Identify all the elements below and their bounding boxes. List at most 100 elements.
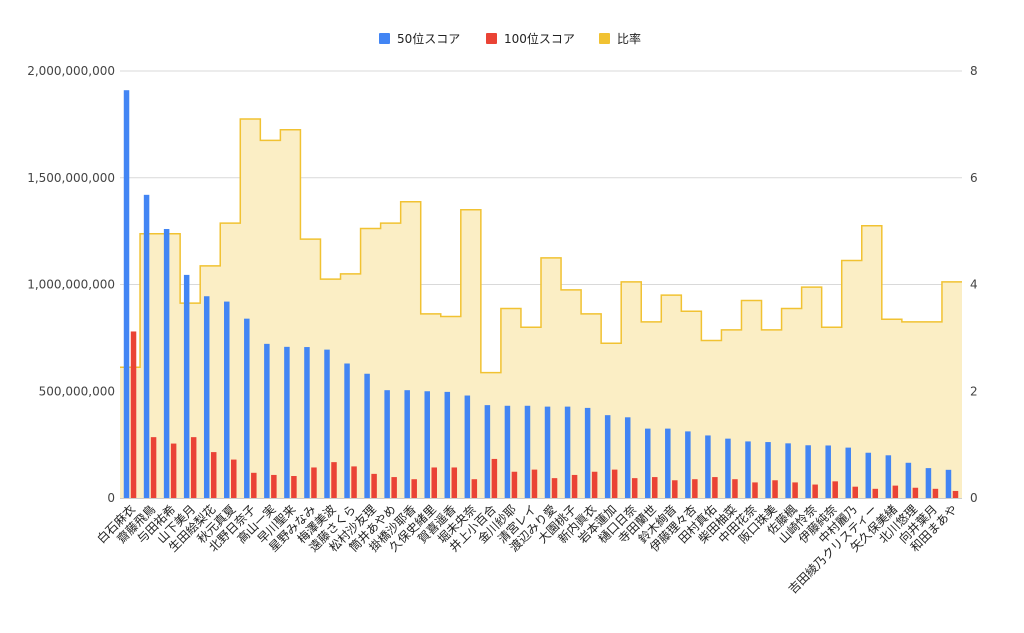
bar-50	[805, 445, 811, 498]
bar-100	[471, 479, 478, 498]
x-axis-labels: 白石麻衣齋藤飛鳥与田祐希山下美月生田絵梨花秋元真夏北野日奈子高山一実早川聖来星野…	[94, 502, 961, 597]
y-axis-right: 0 2 4 6 8	[970, 64, 978, 505]
bars	[123, 90, 959, 499]
bar-100	[170, 443, 177, 498]
bar-100	[872, 488, 879, 498]
y-left-tick: 1,500,000,000	[27, 171, 115, 185]
bar-100	[511, 471, 518, 498]
bar-50	[765, 442, 771, 498]
y-axis-left: 0 500,000,000 1,000,000,000 1,500,000,000 2,…	[27, 64, 115, 505]
y-right-tick: 8	[970, 64, 978, 78]
bar-100	[892, 485, 899, 498]
bar-50	[183, 274, 190, 498]
bar-100	[591, 471, 598, 498]
bar-50	[544, 406, 551, 498]
bar-50	[244, 318, 250, 498]
y-left-tick: 500,000,000	[39, 384, 115, 398]
bar-100	[732, 479, 738, 498]
bar-100	[210, 452, 217, 498]
bar-100	[631, 478, 638, 498]
bar-100	[752, 482, 758, 498]
legend-label-ratio: 比率	[617, 31, 641, 46]
bar-50	[745, 441, 751, 498]
bar-100	[491, 458, 498, 498]
legend-label-50: 50位スコア	[397, 31, 460, 46]
bar-50	[905, 462, 912, 498]
legend-swatch-ratio	[599, 33, 610, 44]
bar-100	[672, 480, 678, 498]
bar-50	[524, 405, 531, 498]
bar-50	[865, 452, 872, 498]
bar-100	[291, 476, 297, 498]
ratio-line	[120, 118, 962, 374]
bar-50	[163, 228, 170, 499]
bar-100	[772, 480, 778, 498]
bar-50	[645, 428, 651, 498]
bar-100	[130, 331, 137, 498]
bar-50	[203, 296, 210, 498]
bar-50	[384, 390, 390, 498]
bar-50	[364, 373, 370, 498]
bar-100	[832, 481, 838, 498]
bar-100	[712, 477, 718, 498]
bar-50	[885, 455, 892, 498]
bar-50	[945, 469, 952, 498]
y-left-tick: 0	[107, 491, 115, 505]
bar-100	[331, 462, 337, 498]
y-right-tick: 4	[970, 278, 978, 292]
bar-50	[224, 301, 230, 498]
bar-100	[150, 437, 157, 498]
bar-100	[391, 477, 397, 498]
bar-50	[725, 438, 731, 498]
bar-50	[665, 428, 671, 498]
bar-50	[404, 390, 410, 498]
bar-50	[284, 346, 290, 498]
bar-100	[231, 459, 237, 498]
legend-label-100: 100位スコア	[504, 31, 575, 46]
bar-50	[344, 363, 350, 498]
legend-swatch-50	[379, 33, 390, 44]
bar-50	[143, 194, 150, 498]
bar-50	[624, 417, 631, 498]
bar-100	[812, 484, 818, 498]
bar-50	[604, 415, 611, 498]
bar-100	[652, 477, 658, 498]
legend: 50位スコア 100位スコア 比率	[379, 31, 641, 46]
bar-100	[792, 482, 798, 498]
bar-50	[705, 435, 711, 498]
bar-50	[484, 405, 491, 498]
bar-50	[564, 406, 571, 498]
bar-100	[551, 478, 558, 498]
bar-100	[932, 488, 939, 498]
bar-100	[952, 490, 959, 498]
bar-100	[251, 472, 257, 498]
y-left-tick: 2,000,000,000	[27, 64, 115, 78]
bar-50	[925, 468, 932, 498]
bar-50	[685, 431, 691, 498]
bar-50	[504, 405, 511, 498]
bar-50	[444, 391, 451, 498]
bar-100	[611, 469, 618, 498]
bar-100	[451, 467, 458, 498]
bar-50	[324, 349, 330, 498]
bar-100	[411, 479, 417, 498]
bar-50	[123, 90, 130, 498]
bar-50	[424, 391, 430, 498]
bar-100	[271, 474, 277, 498]
legend-swatch-100	[486, 33, 497, 44]
y-right-tick: 0	[970, 491, 978, 505]
y-right-tick: 2	[970, 384, 978, 398]
bar-100	[351, 466, 357, 498]
y-right-tick: 6	[970, 171, 978, 185]
ratio-area	[120, 118, 962, 498]
bar-100	[912, 487, 919, 498]
bar-50	[845, 447, 851, 498]
bar-100	[692, 479, 698, 498]
bar-100	[190, 437, 197, 498]
bar-100	[571, 474, 578, 498]
bar-100	[852, 486, 858, 498]
bar-50	[464, 395, 471, 498]
bar-100	[531, 469, 538, 498]
bar-100	[371, 473, 377, 498]
